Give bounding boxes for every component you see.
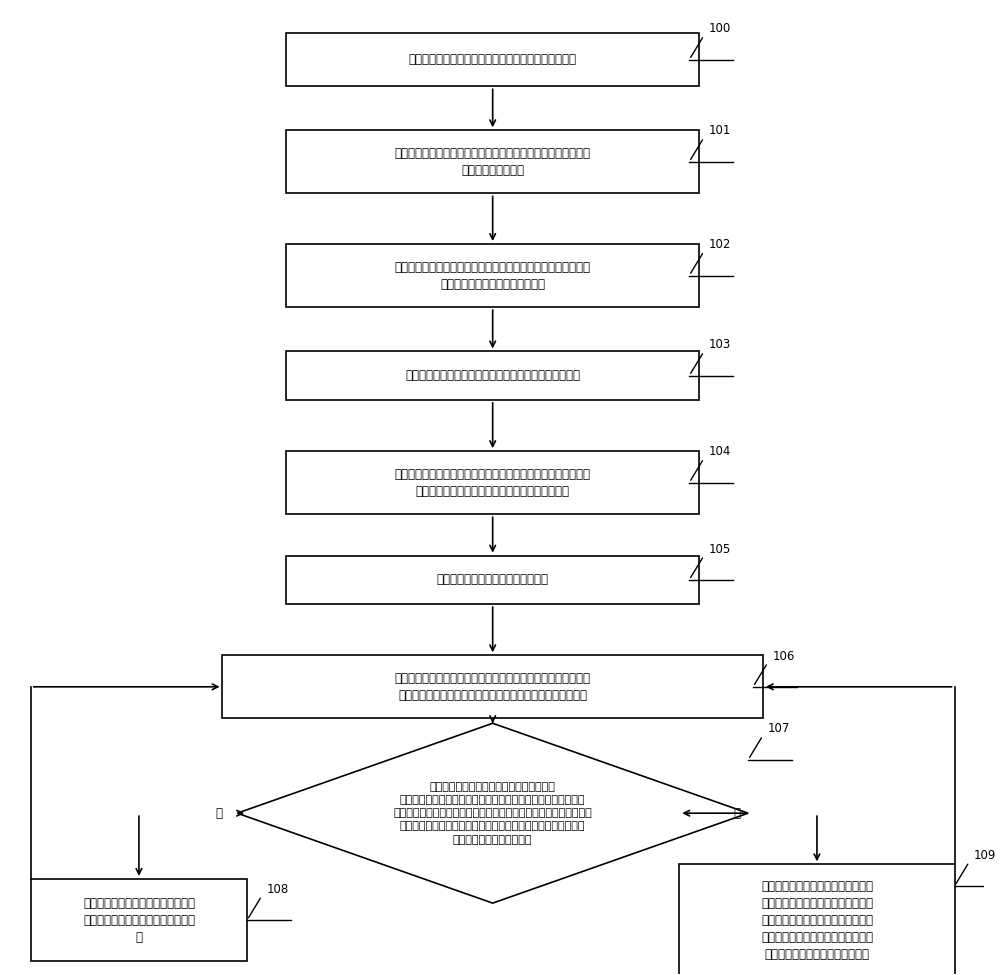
Polygon shape	[237, 723, 748, 903]
FancyBboxPatch shape	[286, 451, 699, 514]
Text: 获取第一多生产者单消费者模型队列: 获取第一多生产者单消费者模型队列	[437, 573, 549, 586]
Text: 将第二多生产者单消费者模型队列作
为新的第一多生产者单消费者模型队
列: 将第二多生产者单消费者模型队列作 为新的第一多生产者单消费者模型队 列	[83, 897, 195, 944]
Text: 接收网络传递的工作流，并将接收的工作流返给第一多生产者单
消费者模型队列的队尾，得到第二多生产者单消费者模型队列: 接收网络传递的工作流，并将接收的工作流返给第一多生产者单 消费者模型队列的队尾，…	[395, 672, 591, 702]
Text: 是: 是	[215, 806, 222, 820]
Text: 获取第一调度执行单元注册表和系统工作流的调度压力: 获取第一调度执行单元注册表和系统工作流的调度压力	[409, 54, 577, 66]
Text: 根据第一调度执行单元注册表和系统当前工作流的调度压力生成
调度执行单元预选表: 根据第一调度执行单元注册表和系统当前工作流的调度压力生成 调度执行单元预选表	[395, 147, 591, 176]
Text: 106: 106	[773, 649, 795, 662]
Text: 101: 101	[709, 125, 731, 137]
Text: 根据系统工作流的调度压力确定当前系统中的工作流总量: 根据系统工作流的调度压力确定当前系统中的工作流总量	[405, 370, 580, 382]
Text: 104: 104	[709, 446, 731, 458]
Text: 109: 109	[974, 849, 997, 862]
Text: 获取调度执行单元预选表中每一工作调度执
行单元的承载容量，并从第二多生产者单消费者模型队列的队首
开始，依序取出与工作调度执行单元的承载容量对应个数的工作流后
: 获取调度执行单元预选表中每一工作调度执 行单元的承载容量，并从第二多生产者单消费…	[393, 782, 592, 844]
FancyBboxPatch shape	[286, 556, 699, 604]
Text: 107: 107	[768, 722, 790, 735]
Text: 102: 102	[709, 238, 731, 252]
FancyBboxPatch shape	[286, 351, 699, 400]
Text: 根据承载总容量和工作流总量间的关系确定系统中当前开启或关
闭的调度执行单元的个数，得到工作调度执行单元: 根据承载总容量和工作流总量间的关系确定系统中当前开启或关 闭的调度执行单元的个数…	[395, 468, 591, 497]
FancyBboxPatch shape	[286, 33, 699, 87]
Text: 100: 100	[709, 22, 731, 35]
Text: 108: 108	[267, 882, 289, 896]
Text: 否: 否	[733, 806, 740, 820]
Text: 103: 103	[709, 338, 731, 351]
FancyBboxPatch shape	[31, 878, 247, 961]
Text: 将取出的工作流放入第二多生产者单
消费者模型队列，得到新的第二多生
产者单消费者模型队列，并将新的第
二多生产者单消费者模型队列作为新
的第一多生产者单消费者模: 将取出的工作流放入第二多生产者单 消费者模型队列，得到新的第二多生 产者单消费者…	[761, 879, 873, 960]
Text: 过历第一调度执行单元注册表，并确定第一调度执行单元注册表
中所有调度执行单元的承载总容量: 过历第一调度执行单元注册表，并确定第一调度执行单元注册表 中所有调度执行单元的承…	[395, 260, 591, 291]
FancyBboxPatch shape	[679, 864, 955, 975]
FancyBboxPatch shape	[286, 244, 699, 307]
FancyBboxPatch shape	[222, 655, 763, 719]
Text: 105: 105	[709, 542, 731, 556]
FancyBboxPatch shape	[286, 131, 699, 193]
